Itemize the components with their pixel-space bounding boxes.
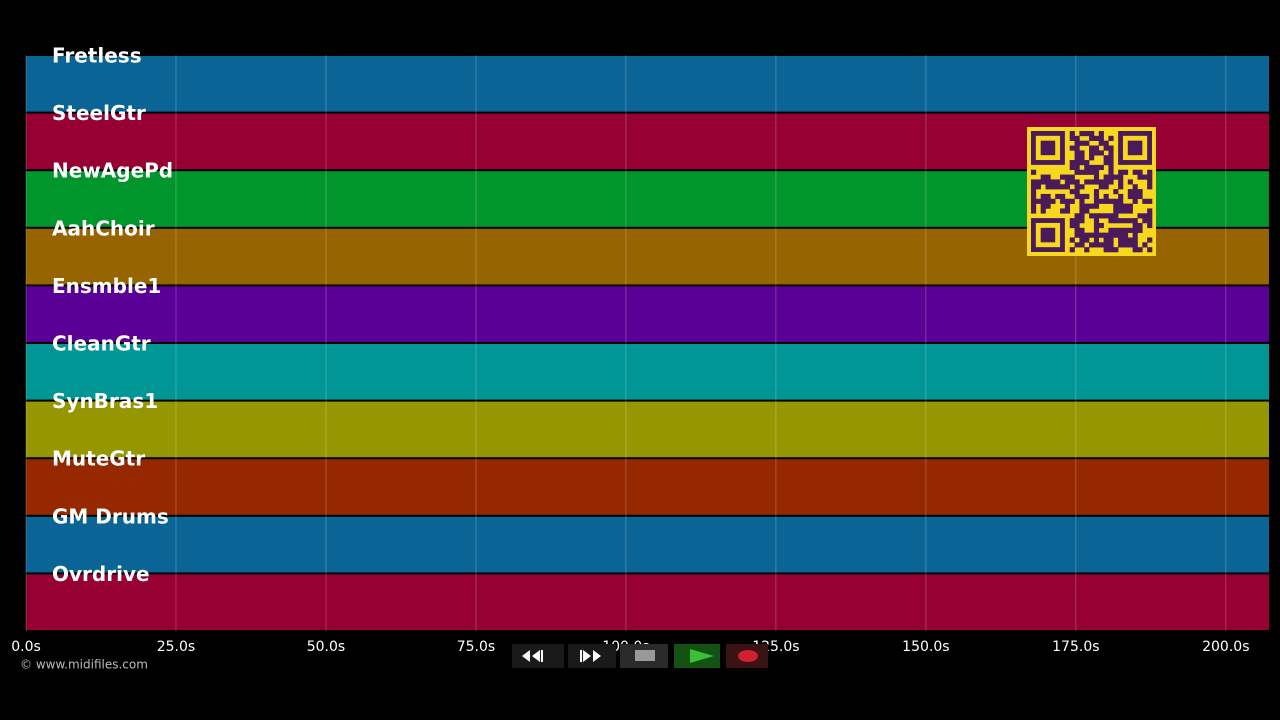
track-label: Ovrdrive (52, 562, 150, 586)
track-band (26, 401, 1269, 458)
track-label: MuteGtr (52, 447, 145, 471)
credit: © www.midifiles.com (20, 658, 148, 672)
time-tick-label: 75.0s (457, 639, 495, 655)
stop-button[interactable] (620, 644, 668, 668)
track-label: Fretless (52, 44, 142, 68)
qr-code (1027, 127, 1156, 256)
track-band (26, 459, 1269, 515)
track-label: AahChoir (52, 216, 155, 240)
record-button[interactable] (726, 644, 768, 668)
track-label: GM Drums (52, 504, 169, 528)
time-tick-label: 50.0s (307, 639, 345, 655)
track-band (26, 574, 1269, 630)
time-tick-label: 150.0s (902, 639, 949, 655)
track-band (26, 286, 1269, 342)
track-band (26, 344, 1269, 400)
time-tick-label: 0.0s (11, 639, 41, 655)
track-label: Ensmble1 (52, 274, 161, 298)
track-label: NewAgePd (52, 159, 173, 183)
time-tick-label: 175.0s (1052, 639, 1099, 655)
fast-forward-button[interactable] (568, 644, 616, 668)
time-tick-label: 25.0s (157, 639, 195, 655)
play-button[interactable] (674, 644, 720, 668)
time-tick-label: 200.0s (1202, 639, 1249, 655)
track-band (26, 516, 1269, 573)
track-label: CleanGtr (52, 332, 151, 356)
track-label: SteelGtr (52, 101, 146, 125)
transport-controls (512, 644, 768, 668)
rewind-button[interactable] (512, 644, 564, 668)
track-band (26, 56, 1269, 112)
track-label: SynBras1 (52, 389, 158, 413)
